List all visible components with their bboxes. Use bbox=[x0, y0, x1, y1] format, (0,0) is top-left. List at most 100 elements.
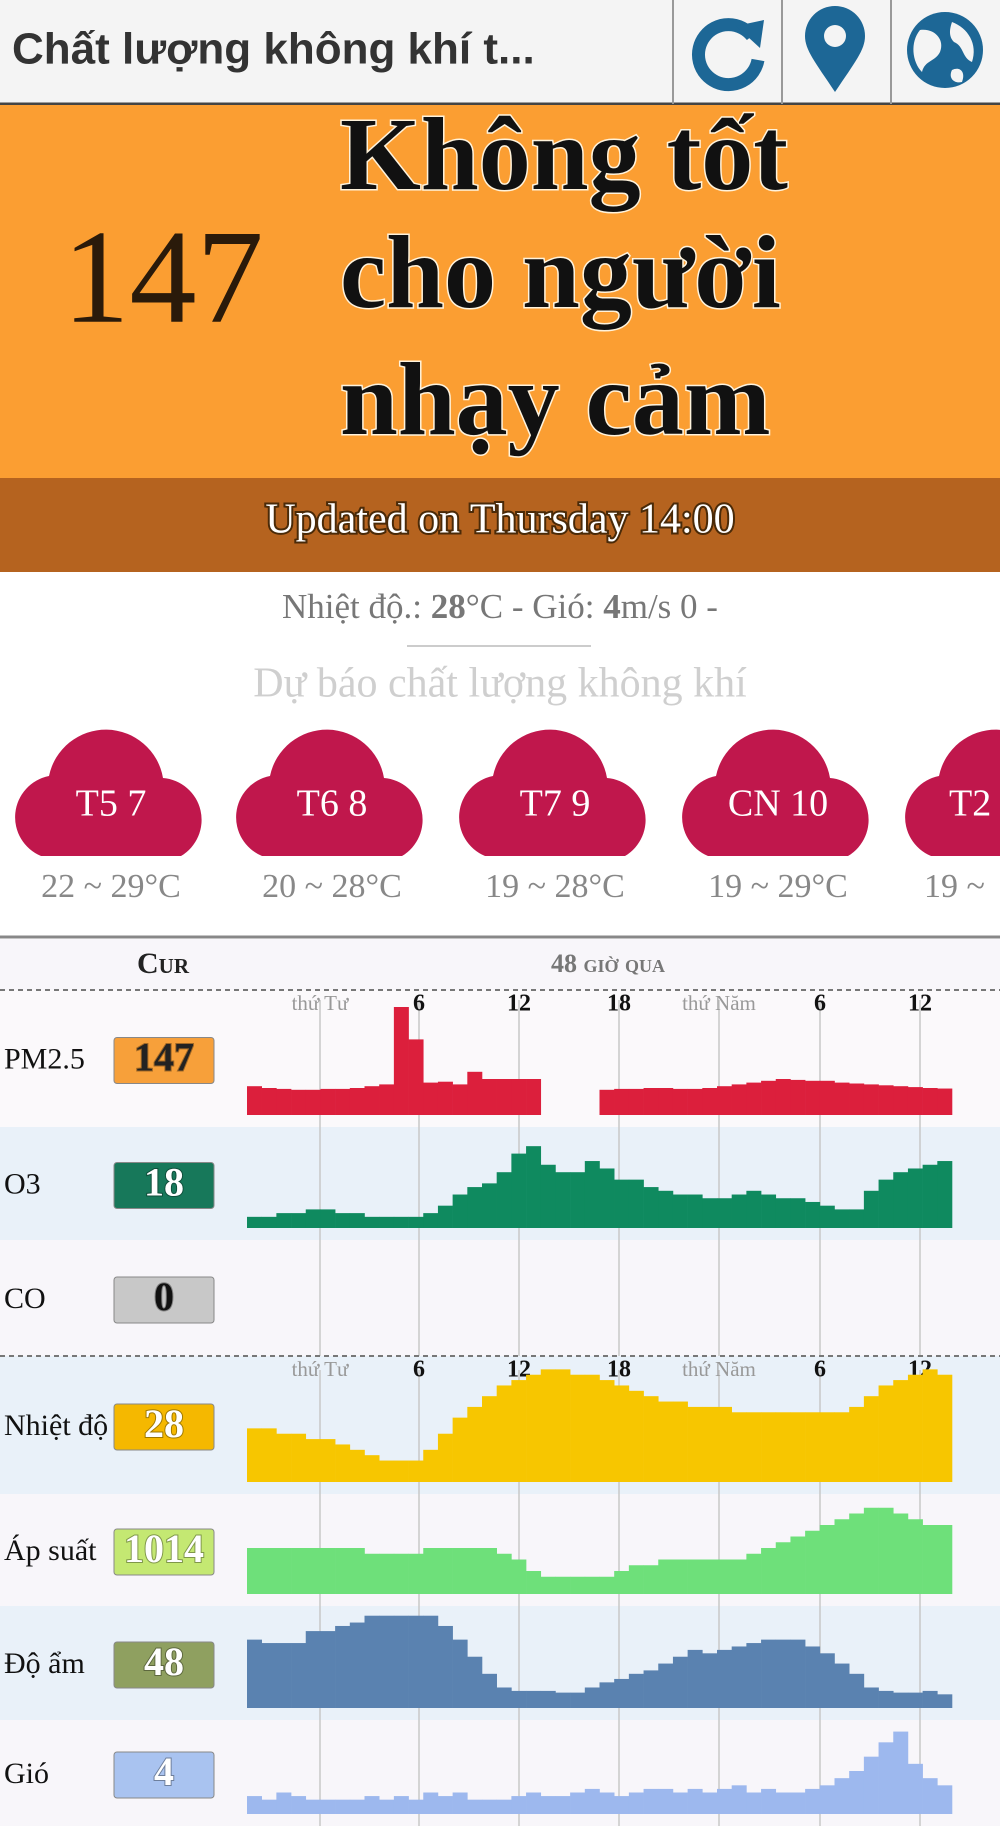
forecast-day: T7 9 19 ~ 28°C bbox=[459, 729, 646, 905]
cloud bbox=[459, 729, 646, 856]
bar bbox=[247, 1796, 262, 1814]
bar bbox=[907, 1087, 923, 1115]
refresh-icon bbox=[692, 18, 765, 92]
bar bbox=[643, 1187, 659, 1228]
bar bbox=[511, 1690, 527, 1708]
bar bbox=[849, 1771, 865, 1814]
bar bbox=[379, 1799, 395, 1814]
bar bbox=[687, 1649, 703, 1708]
bar bbox=[364, 1615, 380, 1708]
bar bbox=[878, 1179, 894, 1228]
hour-label: 6 bbox=[814, 1357, 826, 1383]
bar bbox=[584, 1576, 600, 1594]
bar bbox=[863, 1396, 879, 1482]
bar bbox=[658, 1190, 674, 1228]
aqi-status: Không tốt bbox=[340, 97, 788, 212]
bar bbox=[335, 1548, 351, 1594]
current-value: 1014 bbox=[124, 1526, 204, 1571]
bar bbox=[379, 1615, 395, 1708]
globe-button[interactable] bbox=[907, 12, 983, 88]
bar bbox=[511, 1153, 527, 1228]
hour-label: thứ Năm bbox=[682, 991, 756, 1015]
current-value: 48 bbox=[144, 1639, 184, 1684]
bar bbox=[643, 1565, 659, 1594]
bar bbox=[761, 1412, 777, 1482]
bar bbox=[555, 1576, 571, 1594]
bar bbox=[423, 1213, 439, 1228]
bar bbox=[717, 1649, 732, 1708]
bar bbox=[746, 1082, 762, 1115]
bar bbox=[437, 1548, 453, 1594]
temp-range: 20 ~ 28°C bbox=[262, 868, 402, 905]
bar bbox=[526, 1792, 542, 1814]
bar bbox=[702, 1406, 718, 1482]
bar bbox=[731, 1194, 747, 1228]
bar bbox=[849, 1406, 865, 1482]
bar bbox=[408, 1615, 424, 1708]
bar bbox=[863, 1687, 879, 1708]
bar bbox=[893, 1513, 909, 1594]
temp-value: 28 bbox=[431, 587, 466, 626]
hour-label: 18 bbox=[607, 1357, 631, 1383]
bar bbox=[658, 1559, 674, 1594]
bar bbox=[819, 1525, 835, 1594]
bar bbox=[790, 1198, 806, 1228]
bar bbox=[467, 1799, 483, 1814]
bar bbox=[746, 1792, 762, 1814]
bar bbox=[672, 1088, 688, 1115]
current-value: 147 bbox=[134, 1035, 194, 1080]
bar bbox=[247, 1639, 262, 1708]
bar bbox=[364, 1796, 380, 1814]
bar bbox=[482, 1079, 497, 1115]
refresh-button[interactable] bbox=[692, 18, 765, 92]
bar bbox=[790, 1079, 806, 1115]
weather-line: Nhiệt độ.: 28°C - Gió: 4m/s 0 - bbox=[282, 587, 718, 626]
bar bbox=[907, 1763, 923, 1814]
bar bbox=[261, 1088, 277, 1115]
bar bbox=[452, 1548, 468, 1594]
bar bbox=[672, 1194, 688, 1228]
bar bbox=[305, 1631, 321, 1708]
bar bbox=[423, 1449, 439, 1482]
bar bbox=[878, 1742, 894, 1814]
row-name: CO bbox=[4, 1282, 46, 1315]
bar bbox=[893, 1692, 909, 1708]
bar bbox=[335, 1625, 351, 1708]
bar bbox=[907, 1168, 923, 1228]
bar bbox=[320, 1439, 336, 1482]
hour-label: 12 bbox=[507, 991, 531, 1017]
bar bbox=[452, 1194, 468, 1228]
bar bbox=[878, 1085, 894, 1115]
bar bbox=[511, 1380, 527, 1482]
bar bbox=[805, 1646, 821, 1708]
bar bbox=[717, 1559, 732, 1594]
bar bbox=[672, 1559, 688, 1594]
bar bbox=[643, 1670, 659, 1708]
row-name: PM2.5 bbox=[4, 1042, 85, 1075]
bar bbox=[511, 1796, 527, 1814]
bar bbox=[834, 1082, 850, 1115]
bar bbox=[628, 1673, 644, 1708]
bar bbox=[775, 1079, 791, 1115]
pin-icon bbox=[805, 6, 865, 92]
bar bbox=[643, 1396, 659, 1482]
bar bbox=[261, 1548, 277, 1594]
bar bbox=[496, 1687, 512, 1708]
aqi-value: 147 bbox=[63, 203, 264, 351]
bar bbox=[364, 1455, 380, 1482]
refresh-arrow bbox=[736, 20, 764, 48]
day-label: T2 bbox=[949, 783, 991, 825]
location-button[interactable] bbox=[805, 6, 865, 92]
bar bbox=[819, 1412, 835, 1482]
forecast-day: T6 8 20 ~ 28°C bbox=[236, 729, 423, 905]
bar bbox=[437, 1205, 453, 1228]
bar bbox=[349, 1799, 365, 1814]
bar bbox=[893, 1731, 909, 1814]
bar bbox=[893, 1172, 909, 1228]
bar bbox=[717, 1198, 732, 1228]
aqi-status: nhạy cảm bbox=[340, 342, 770, 457]
bar bbox=[247, 1428, 262, 1482]
bar bbox=[408, 1216, 424, 1228]
